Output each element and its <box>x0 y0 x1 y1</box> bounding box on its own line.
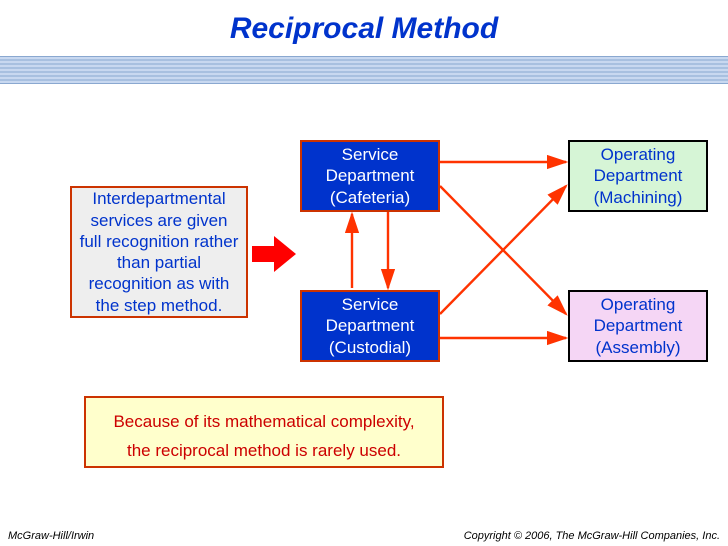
footer-left: McGraw-Hill/Irwin <box>8 530 94 542</box>
diagram-canvas: Interdepartmental services are given ful… <box>0 100 728 520</box>
note-line2: the reciprocal method is rarely used. <box>102 437 426 466</box>
svc-caf-line1: Service <box>342 144 399 165</box>
op-mach-line2: Department <box>594 165 683 186</box>
svc-cus-line1: Service <box>342 294 399 315</box>
note-line1: Because of its mathematical complexity, <box>102 408 426 437</box>
arrow-custodial-right-to-machining-left <box>440 186 566 314</box>
title-bar: Reciprocal Method <box>0 0 728 46</box>
header-stripe <box>0 56 728 84</box>
arrow-cafeteria-right-to-assembly-left <box>440 186 566 314</box>
svc-caf-line2: Department <box>326 165 415 186</box>
service-custodial-box: Service Department (Custodial) <box>300 290 440 362</box>
svc-cus-line3: (Custodial) <box>329 337 411 358</box>
operating-machining-box: Operating Department (Machining) <box>568 140 708 212</box>
svc-caf-line3: (Cafeteria) <box>330 187 410 208</box>
op-mach-line1: Operating <box>601 144 676 165</box>
op-asm-line2: Department <box>594 315 683 336</box>
op-asm-line3: (Assembly) <box>595 337 680 358</box>
footer-right: Copyright © 2006, The McGraw-Hill Compan… <box>464 530 720 542</box>
big-red-arrow-icon <box>252 236 296 272</box>
op-mach-line3: (Machining) <box>594 187 683 208</box>
description-box: Interdepartmental services are given ful… <box>70 186 248 318</box>
svc-cus-line2: Department <box>326 315 415 336</box>
description-text: Interdepartmental services are given ful… <box>78 188 240 316</box>
operating-assembly-box: Operating Department (Assembly) <box>568 290 708 362</box>
page-title: Reciprocal Method <box>0 12 728 46</box>
service-cafeteria-box: Service Department (Cafeteria) <box>300 140 440 212</box>
op-asm-line1: Operating <box>601 294 676 315</box>
note-box: Because of its mathematical complexity, … <box>84 396 444 468</box>
